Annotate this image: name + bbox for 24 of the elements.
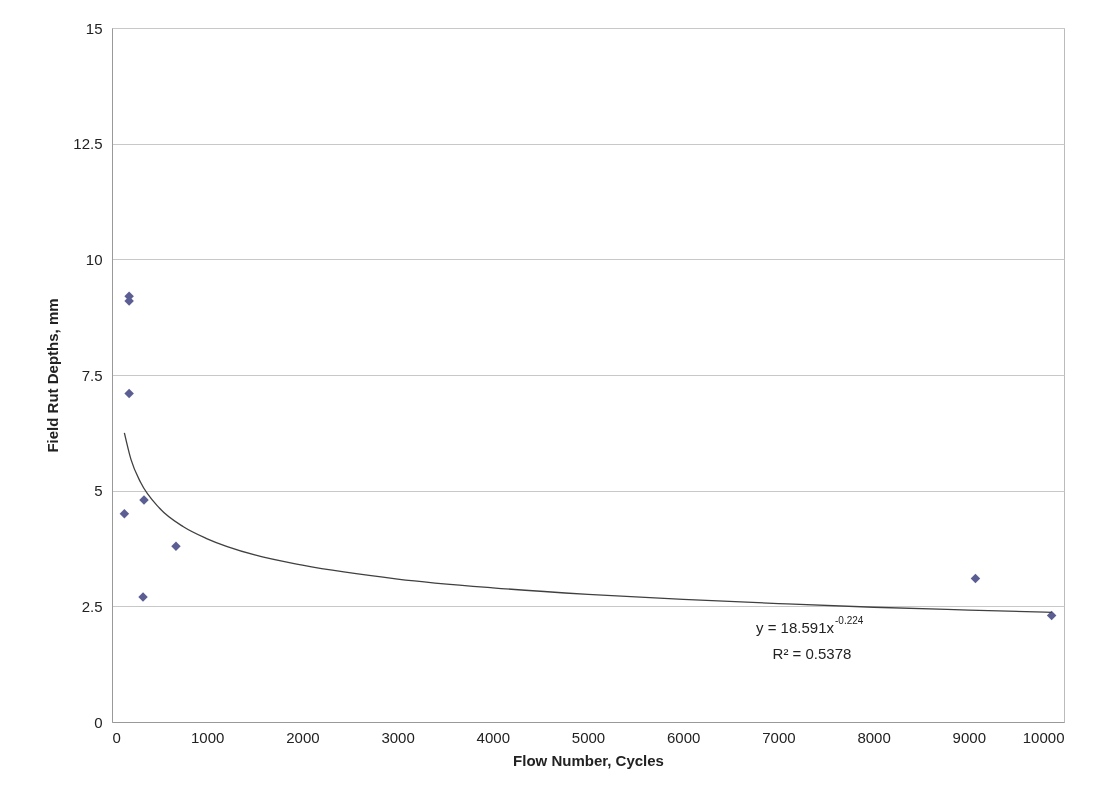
x-tick-label: 7000	[762, 728, 796, 746]
x-tick-label: 5000	[571, 728, 606, 746]
y-tick-label: 2.5	[81, 597, 103, 615]
y-tick-label: 5	[94, 482, 103, 500]
x-tick-label: 10000	[1022, 728, 1065, 746]
point	[970, 573, 981, 584]
y-tick-label: 0	[94, 713, 103, 731]
y-tick-label: 12.5	[73, 135, 103, 153]
x-tick-label: 3000	[381, 728, 415, 746]
x-tick-label: 1000	[191, 728, 225, 746]
y-axis-title: Field Rut Depths, mm	[44, 298, 62, 453]
y-tick-label: 7.5	[81, 366, 103, 384]
x-tick-label: 4000	[476, 728, 510, 746]
point	[124, 388, 134, 399]
x-tick-label: 6000	[667, 728, 701, 746]
y-tick-label: 15	[85, 19, 103, 37]
y-tick-label: 10	[85, 250, 103, 268]
point	[119, 509, 130, 519]
annotation: R² = 0.5378	[772, 645, 852, 662]
x-tick-label: 9000	[952, 728, 986, 746]
x-tick-label: 8000	[857, 728, 891, 746]
x-tick-label: 2000	[286, 728, 320, 746]
x-tick-label: 0	[112, 728, 121, 746]
x-axis-title: Flow Number, Cycles	[513, 751, 664, 769]
